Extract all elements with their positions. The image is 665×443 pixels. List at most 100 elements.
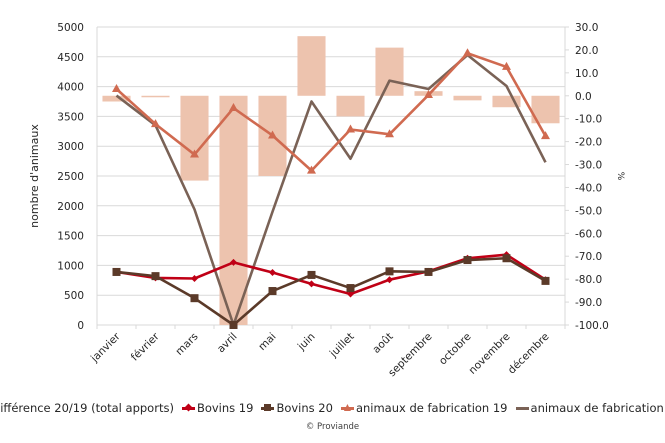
data-point bbox=[346, 124, 355, 133]
data-point bbox=[229, 321, 238, 329]
legend-item: Bovins 19 bbox=[181, 401, 254, 415]
y2-tick-label: -70.0 bbox=[575, 251, 602, 263]
y2-tick-label: 10.0 bbox=[575, 68, 598, 80]
y-tick-label: 4500 bbox=[57, 52, 84, 64]
series-line bbox=[116, 253, 547, 296]
data-point bbox=[386, 276, 393, 284]
x-tick-label: juin bbox=[295, 331, 318, 354]
legend: différence 20/19 (total apports) Bovins 1… bbox=[0, 401, 665, 415]
bar bbox=[102, 95, 131, 102]
y-tick-label: 3000 bbox=[57, 141, 84, 153]
data-point bbox=[268, 287, 277, 296]
series-line bbox=[115, 53, 547, 327]
legend-item: différence 20/19 (total apports) bbox=[0, 401, 174, 415]
bar bbox=[141, 95, 170, 98]
bar bbox=[219, 95, 248, 326]
y-tick-label: 0 bbox=[77, 320, 84, 332]
y2-tick-label: 0.0 bbox=[575, 91, 592, 103]
data-point bbox=[463, 256, 472, 265]
data-point bbox=[346, 284, 355, 293]
chart-canvas: 0 500 1000 1500 2000 2500 3000 3500 4000 4500 5000… bbox=[28, 22, 625, 379]
y-tick-label: 2000 bbox=[57, 201, 84, 213]
y-tick-label: 1000 bbox=[57, 260, 84, 272]
x-tick-label: février bbox=[129, 330, 162, 363]
y2-tick-label: -60.0 bbox=[575, 228, 602, 240]
series-line bbox=[116, 256, 547, 327]
y2-tick-label: -100.0 bbox=[575, 320, 609, 332]
data-point bbox=[463, 48, 472, 57]
y2-tick-label: -10.0 bbox=[575, 114, 602, 126]
data-point bbox=[112, 267, 121, 276]
data-point bbox=[308, 280, 315, 288]
data-point bbox=[424, 89, 433, 98]
y-tick-label: 500 bbox=[64, 290, 84, 302]
data-point bbox=[229, 103, 238, 112]
data-point bbox=[385, 267, 394, 276]
left-axis-ticks: 0 500 1000 1500 2000 2500 3000 3500 4000 4500 5000 bbox=[57, 22, 84, 332]
y2-tick-label: 20.0 bbox=[575, 45, 598, 57]
x-axis-ticks: janvier février mars avril mai juin juillet aoû… bbox=[88, 330, 552, 379]
legend-item: animaux de fabrication 20 bbox=[515, 401, 665, 415]
data-point bbox=[112, 83, 121, 92]
y-tick-label: 2500 bbox=[57, 171, 84, 183]
data-point bbox=[151, 272, 160, 281]
data-point bbox=[191, 275, 198, 283]
y-tick-label: 4000 bbox=[57, 82, 84, 94]
data-point bbox=[268, 130, 277, 139]
x-tick-label: octobre bbox=[437, 331, 474, 368]
y2-tick-label: -40.0 bbox=[575, 182, 602, 194]
line-series bbox=[112, 48, 550, 329]
x-tick-label: mars bbox=[173, 331, 200, 358]
bar bbox=[492, 95, 521, 108]
y-tick-label: 1500 bbox=[57, 231, 84, 243]
right-axis-ticks: 30.0 20.0 10.0 0.0 -10.0 -20.0 -30.0 -40.0 -50.0… bbox=[575, 22, 609, 332]
left-axis-title: nombre d'animaux bbox=[28, 124, 41, 228]
data-point bbox=[190, 294, 199, 303]
series-bovins-20 bbox=[112, 254, 550, 329]
legend-label: animaux de fabrication 20 bbox=[530, 401, 665, 415]
x-tick-label: avril bbox=[215, 331, 240, 356]
data-point bbox=[541, 131, 550, 140]
legend-label: différence 20/19 (total apports) bbox=[0, 401, 174, 415]
legend-item: animaux de fabrication 19 bbox=[340, 401, 508, 415]
data-point bbox=[385, 129, 394, 138]
data-point bbox=[190, 149, 199, 158]
bar bbox=[336, 95, 365, 117]
y-tick-label: 5000 bbox=[57, 22, 84, 34]
bar-series-difference bbox=[102, 36, 560, 326]
bar bbox=[180, 95, 209, 181]
data-point bbox=[307, 165, 316, 174]
x-tick-label: janvier bbox=[88, 330, 123, 365]
bar bbox=[297, 36, 326, 96]
bar bbox=[453, 95, 482, 101]
x-tick-label: mai bbox=[256, 331, 278, 353]
data-point bbox=[151, 119, 160, 128]
legend-label: animaux de fabrication 19 bbox=[355, 401, 508, 415]
copyright-text: © Proviande bbox=[305, 422, 360, 432]
y2-tick-label: -90.0 bbox=[575, 297, 602, 309]
data-point bbox=[502, 254, 511, 263]
data-point bbox=[347, 290, 354, 298]
legend-swatch bbox=[340, 404, 354, 411]
data-point bbox=[269, 269, 276, 277]
data-point bbox=[424, 267, 433, 276]
series-animaux-de-fabrication-19 bbox=[112, 48, 550, 174]
y-tick-label: 3500 bbox=[57, 111, 84, 123]
x-tick-label: décembre bbox=[506, 331, 552, 377]
axes bbox=[96, 26, 569, 329]
right-axis-title: % bbox=[615, 172, 625, 181]
data-point bbox=[541, 276, 550, 285]
bar bbox=[375, 47, 404, 96]
legend-label: Bovins 20 bbox=[276, 401, 333, 415]
data-point bbox=[230, 258, 237, 266]
y2-tick-label: -30.0 bbox=[575, 160, 602, 172]
y2-tick-label: -50.0 bbox=[575, 205, 602, 217]
y2-tick-label: -20.0 bbox=[575, 137, 602, 149]
y2-tick-label: -80.0 bbox=[575, 274, 602, 286]
legend-label: Bovins 19 bbox=[196, 401, 254, 415]
x-tick-label: novembre bbox=[467, 331, 513, 377]
x-tick-label: juillet bbox=[327, 331, 357, 361]
legend-swatch bbox=[261, 404, 275, 411]
legend-item: Bovins 20 bbox=[261, 401, 333, 415]
series-animaux-de-fabrication-20 bbox=[115, 53, 547, 327]
